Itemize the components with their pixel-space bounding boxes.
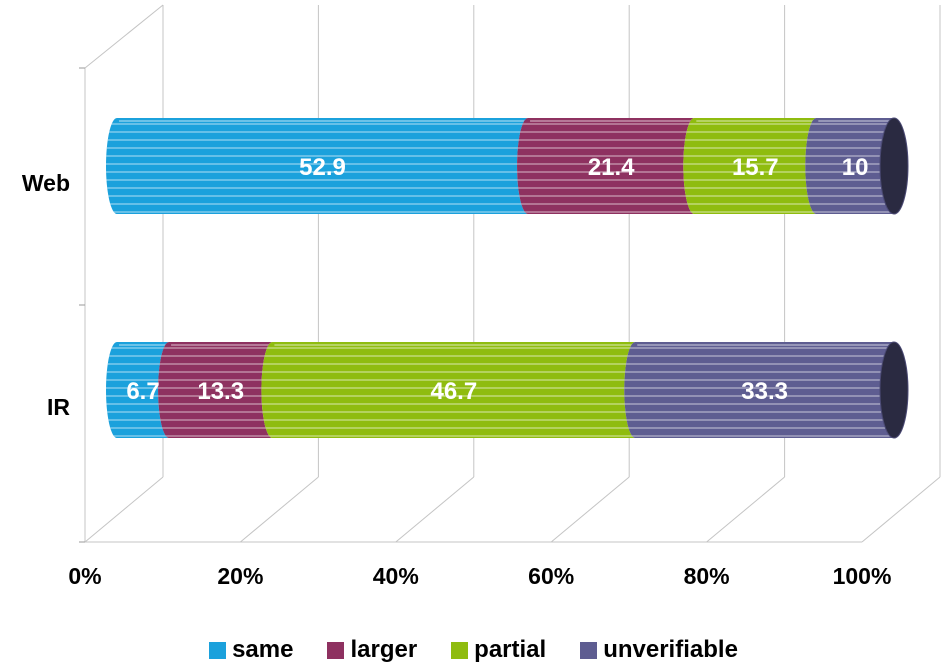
bar-ir-larger-texture: [158, 342, 273, 438]
legend-swatch-larger: [327, 641, 345, 659]
legend-label-partial: partial: [474, 636, 547, 663]
legend-label-same: same: [232, 636, 294, 663]
chart-walls: [79, 4, 941, 543]
bar-ir-partial-texture: [261, 342, 636, 438]
bar-web-unverifiable-texture: [805, 118, 894, 214]
bar-series: [106, 117, 909, 439]
data-label-web-partial: 15.7: [732, 154, 779, 181]
x-tick-label: 100%: [833, 563, 892, 589]
floor-gridline: [84, 476, 164, 543]
legend-item-same: same: [209, 636, 293, 664]
legend-swatch-partial: [451, 641, 469, 659]
x-axis: 0% 20% 40% 60% 80% 100%: [68, 563, 891, 589]
floor-gridline: [706, 476, 785, 543]
x-tick-label: 0%: [68, 563, 101, 589]
legend-label-larger: larger: [350, 636, 418, 663]
x-tick-label: 40%: [373, 563, 419, 589]
data-label-ir-unverifiable: 33.3: [741, 378, 788, 405]
side-wall-top-edge: [84, 4, 164, 69]
data-labels: 52.9 21.4 15.7 10 6.7 13.3 46.7 33.3: [126, 154, 868, 405]
bar-ir-end-cap: [879, 341, 909, 439]
floor-gridline: [550, 476, 630, 543]
x-tick-label: 60%: [528, 563, 574, 589]
data-label-web-same: 52.9: [299, 154, 346, 181]
floor-gridline: [240, 476, 319, 543]
legend-item-larger: larger: [327, 636, 417, 664]
data-label-web-unverifiable: 10: [842, 154, 869, 181]
legend-swatch-unverifiable: [580, 641, 598, 659]
data-label-web-larger: 21.4: [588, 154, 635, 181]
data-label-ir-same: 6.7: [126, 378, 159, 405]
bar-web-partial-texture: [683, 118, 817, 214]
x-tick-label: 20%: [217, 563, 263, 589]
bar-ir-same-texture: [106, 342, 170, 438]
x-tick-label: 80%: [684, 563, 730, 589]
legend: same larger partial unverifiable: [0, 632, 947, 668]
bar-web-end-cap: [879, 117, 909, 215]
data-label-ir-partial: 46.7: [430, 378, 477, 405]
category-label-ir: IR: [47, 394, 70, 420]
legend-item-partial: partial: [451, 636, 546, 664]
category-label-web: Web: [22, 170, 70, 196]
legend-swatch-same: [209, 641, 227, 659]
bar-web-same-texture: [106, 118, 529, 214]
legend-item-unverifiable: unverifiable: [580, 636, 738, 664]
bar-ir-unverifiable-texture: [624, 342, 894, 438]
floor-gridline: [395, 476, 475, 543]
legend-label-unverifiable: unverifiable: [603, 636, 738, 663]
floor-gridline: [861, 476, 941, 543]
y-axis: Web IR: [22, 170, 71, 420]
bar-web-larger-texture: [517, 118, 695, 214]
data-label-ir-larger: 13.3: [197, 378, 244, 405]
